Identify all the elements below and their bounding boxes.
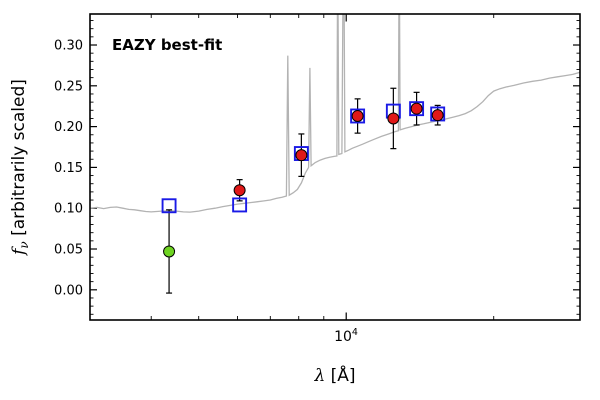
axes-frame bbox=[89, 13, 581, 321]
y-label-units: [arbitrarily scaled] bbox=[9, 79, 29, 241]
model-photometry-point bbox=[232, 197, 248, 213]
y-tick-label: 0.20 bbox=[54, 120, 83, 135]
y-tick-label: 0.15 bbox=[54, 161, 83, 176]
x-tick-label-1e4: 104 bbox=[334, 327, 358, 345]
y-tick-label: 0.30 bbox=[54, 39, 83, 54]
x-tick-base: 10 bbox=[334, 329, 352, 345]
model-photometry-point bbox=[350, 108, 366, 124]
x-label-units: [Å] bbox=[325, 364, 355, 386]
y-label-math-f: f bbox=[9, 246, 29, 257]
annotation-eazy-best-fit: EAZY best-fit bbox=[112, 36, 222, 54]
observed-photometry-point bbox=[387, 112, 400, 125]
y-tick-label: 0.00 bbox=[54, 283, 83, 298]
observed-photometry-point bbox=[233, 184, 246, 197]
y-tick-label: 0.10 bbox=[54, 202, 83, 217]
y-tick-label: 0.25 bbox=[54, 79, 83, 94]
observed-photometry-point bbox=[410, 102, 423, 115]
observed-low-sn-point bbox=[163, 245, 176, 258]
observed-photometry-point bbox=[295, 149, 308, 162]
x-label-math-lambda: λ bbox=[313, 366, 325, 386]
y-tick-label: 0.05 bbox=[54, 243, 83, 258]
observed-photometry-point bbox=[351, 110, 364, 122]
model-spectrum-line bbox=[90, 14, 580, 213]
model-photometry-point bbox=[161, 198, 177, 214]
y-label-sub-nu: ν bbox=[17, 241, 31, 248]
y-axis-label: fν [arbitrarily scaled] bbox=[9, 79, 31, 257]
model-photometry-point bbox=[409, 101, 425, 117]
observed-photometry-point bbox=[431, 109, 444, 122]
x-axis-label: λ [Å] bbox=[313, 364, 355, 386]
x-tick-exponent: 4 bbox=[352, 327, 358, 338]
plot-generated-content: 0.00 0.05 0.10 0.15 0.20 0.25 0.30 bbox=[54, 13, 581, 321]
